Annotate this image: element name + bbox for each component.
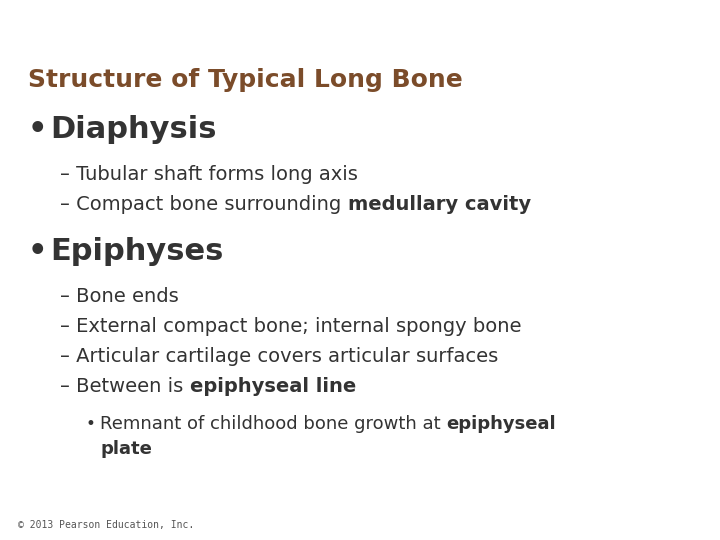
Text: plate: plate — [100, 440, 152, 458]
Text: © 2013 Pearson Education, Inc.: © 2013 Pearson Education, Inc. — [18, 520, 194, 530]
Text: – External compact bone; internal spongy bone: – External compact bone; internal spongy… — [60, 317, 521, 336]
Text: epiphyseal line: epiphyseal line — [189, 377, 356, 396]
Text: – Tubular shaft forms long axis: – Tubular shaft forms long axis — [60, 165, 358, 184]
Text: – Between is: – Between is — [60, 377, 189, 396]
Text: •: • — [28, 115, 48, 144]
Text: Structure of Typical Long Bone: Structure of Typical Long Bone — [28, 68, 463, 92]
Text: medullary cavity: medullary cavity — [348, 195, 531, 214]
Text: •: • — [85, 415, 95, 433]
Text: epiphyseal: epiphyseal — [446, 415, 556, 433]
Text: Epiphyses: Epiphyses — [50, 237, 223, 266]
Text: – Compact bone surrounding: – Compact bone surrounding — [60, 195, 348, 214]
Text: – Bone ends: – Bone ends — [60, 287, 179, 306]
Text: Remnant of childhood bone growth at: Remnant of childhood bone growth at — [100, 415, 446, 433]
Text: – Articular cartilage covers articular surfaces: – Articular cartilage covers articular s… — [60, 347, 498, 366]
Text: Diaphysis: Diaphysis — [50, 115, 217, 144]
Text: •: • — [28, 237, 48, 266]
